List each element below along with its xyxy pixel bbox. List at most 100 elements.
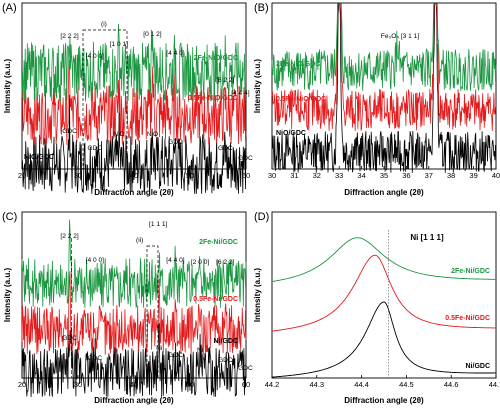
x-tick-label: 38 [447,171,455,180]
peak-hkl-label: [2 2 2] [60,33,78,40]
x-tick-label: 44.5 [399,380,414,389]
panel-a-zoom-box [82,29,128,170]
series-name: 2Fe-Ni/GDC [451,268,490,275]
phase-label: GDC [168,352,183,359]
peak-hkl-label: [0 1 2] [143,31,161,38]
phase-label: GDC [168,139,183,146]
series-line [271,254,496,332]
phase-label: GDC [238,155,253,162]
reference-label: Ni [1 1 1] [410,233,444,242]
series-line [21,271,247,355]
panel-c-zoom-box [146,245,159,379]
x-tick-label: 44.2 [265,380,280,389]
panel-c-ylabel: Intensity (a.u.) [3,268,12,323]
panel-d-xlabel: Diffraction angle (2θ) [344,396,424,405]
peak-hkl-label: [4 0 0] [86,53,104,60]
series-line [21,23,247,102]
x-tick-label: 40 [492,171,500,180]
x-tick-label: 31 [290,171,298,180]
panel-b-label: (B) [254,2,269,14]
series-line [271,3,497,173]
x-tick-label: 35 [380,171,388,180]
panel-d-ylabel: Intensity (a.u.) [253,268,262,323]
panel-b-series [271,3,497,173]
panel-d-ticks: 44.2 44.3 44.4 44.5 44.6 44.7 [265,375,500,389]
panel-c-series [21,219,247,398]
phase-label: GDC [62,128,77,135]
series-line [271,237,496,282]
series-name: Ni/GDC [466,363,491,370]
series-name: Ni/GDC [214,338,239,345]
series-name: 2Fe-Ni/GDC [199,239,238,246]
x-tick-label: 34 [357,171,365,180]
series-name: NiO/GDC [24,154,54,161]
peak-hkl-label: [6 2 2] [216,77,234,84]
panel-a-annotations: [2 2 2] [4 0 0] [1 0 1] [0 1 2] [4 4 0] [6 2 … [24,31,253,162]
series-name: 0.5Fe-Ni/GDC [445,315,490,322]
x-tick-label: 44.6 [444,380,459,389]
x-tick-label: 20 [18,171,26,180]
series-name: 0.5Fe-Ni/GDC [193,296,238,303]
peak-hkl-label: [4 0 0] [86,257,104,264]
panel-a-box-label: (i) [101,21,107,28]
panel-b-ticks: 30 31 32 33 34 35 36 37 38 39 40 [268,166,500,180]
panel-d-annotations: Ni [1 1 1] 2Fe-Ni/GDC 0.5Fe-Ni/GDC Ni/GDC [388,230,490,378]
series-line [21,59,247,146]
phase-label: GDC [87,145,102,152]
x-tick-label: 33 [335,171,343,180]
series-name: 2Fe-NiO/GDC [194,55,238,62]
panel-a-series [21,23,247,195]
series-line [21,94,247,195]
x-tick-label: 36 [402,171,410,180]
peak-hkl-label: [6 2 2] [216,259,234,266]
x-tick-label: 20 [18,380,26,389]
phase-label: GDC [218,145,233,152]
panel-a-ylabel: Intensity (a.u.) [3,59,12,114]
x-tick-label: 44.3 [309,380,324,389]
panel-c-box-label: (ii) [136,237,143,244]
phase-label: GDC [62,335,77,342]
x-tick-label: 32 [313,171,321,180]
series-line [21,323,247,398]
panel-c-xlabel: Diffraction angle (2θ) [94,396,174,405]
panel-a-label: (A) [2,2,17,14]
fe3o4-label: Fe₃O₄ [3 1 1] [381,33,420,40]
phase-label: NiO [147,131,158,138]
x-tick-label: 44.7 [489,380,500,389]
panel-d: (D) 44.2 44.3 44.4 44.5 44.6 44.7 Ni [1 1 1] 2… [253,211,500,405]
phase-label: GDC [218,357,233,364]
peak-hkl-label: [1 1 1] [149,221,167,228]
panel-b: (B) 30 31 32 33 34 35 36 37 38 39 40 Fe₃O₄ [3 1 1]… [253,2,500,197]
panel-c: (C) 20 30 40 50 60 [2 2 2][4 0 0][1 1 1][4 4… [2,211,253,405]
phase-label: Ni [156,345,163,352]
series-line [21,219,247,309]
panel-d-frame [271,211,497,379]
x-tick-label: 39 [469,171,477,180]
phase-label: GDC [87,355,102,362]
x-tick-label: 37 [425,171,433,180]
phase-label: NiO [113,131,124,138]
x-tick-label: 60 [242,380,250,389]
phase-label: Ni [197,347,204,354]
series-name: 2Fe-NiO/GDC [276,61,320,68]
panel-b-annotations: Fe₃O₄ [3 1 1] 2Fe-NiO/GDC 0.5Fe-NiO/GDC NiO… [276,33,419,137]
series-line [271,3,497,132]
x-tick-label: 30 [74,380,82,389]
series-line [272,301,496,378]
x-tick-label: 44.4 [354,380,369,389]
peak-hkl-label: [4 4 0] [166,257,184,264]
panel-a: (A) 20 30 40 50 60 [2 2 2][4 0 0][1 0 1][0 1… [2,2,253,197]
peak-hkl-label: [4 4 4] [231,90,249,97]
panel-a-xlabel: Diffraction angle (2θ) [94,188,174,197]
series-line [271,3,497,92]
peak-hkl-label: [1 0 1] [110,41,128,48]
series-name: 0.5Fe-NiO/GDC [276,96,326,103]
panel-b-ylabel: Intensity (a.u.) [253,59,262,114]
phase-label: GDC [238,365,253,372]
panel-c-label: (C) [2,211,17,223]
x-tick-label: 30 [268,171,276,180]
peak-hkl-label: [4 4 0] [166,50,184,57]
series-name: NiO/GDC [276,130,306,137]
peak-hkl-label: [2 0 0] [191,259,209,266]
